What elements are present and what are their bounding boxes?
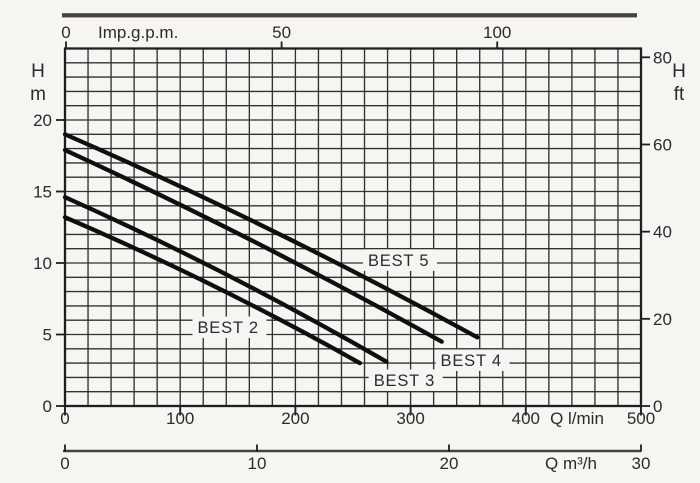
- bottom-axis-tick-label: 0: [60, 409, 69, 428]
- curve-label-box-best-5: [362, 249, 437, 271]
- curve-label-best-3: BEST 3: [374, 372, 435, 390]
- plot-border: [63, 47, 643, 408]
- bottom-axis-tick-label: 100: [166, 409, 194, 428]
- right-axis-unit-label: H: [672, 61, 686, 82]
- right-axis-tick-label: 60: [653, 135, 672, 154]
- m3h-axis-tick-label: 0: [60, 454, 69, 473]
- right-axis-tick-label: 80: [653, 48, 672, 67]
- bottom-axis-tick-label: 200: [281, 409, 309, 428]
- curve-best-5: [62, 132, 480, 340]
- curve-label-best-4: BEST 4: [441, 352, 502, 370]
- right-axis-tick-label: 0: [653, 397, 662, 416]
- top-axis-tick-label: 50: [272, 23, 291, 42]
- left-axis-unit-label: m: [30, 84, 46, 105]
- bottom-axis-unit-label: Q l/min: [550, 409, 604, 428]
- m3h-axis-tick-label: 30: [632, 454, 651, 473]
- left-axis-tick-label: 0: [43, 397, 52, 416]
- right-axis-tick-label: 40: [653, 223, 672, 242]
- top-axis-tick-label: 0: [61, 23, 70, 42]
- top-axis-tick-label: 100: [483, 23, 511, 42]
- left-axis-tick-label: 5: [43, 326, 52, 345]
- m3h-axis-tick-label: 10: [248, 454, 267, 473]
- m3h-axis-tick-label: 20: [440, 454, 459, 473]
- curve-label-best-2: BEST 2: [197, 319, 258, 337]
- left-axis-tick-label: 10: [33, 254, 52, 273]
- bottom-axis-tick-label: 300: [396, 409, 424, 428]
- curve-best-4: [62, 147, 444, 344]
- left-axis-tick-label: 20: [33, 111, 52, 130]
- left-axis-unit-label: H: [31, 61, 45, 82]
- bottom-axis-tick-label: 400: [512, 409, 540, 428]
- m3h-axis-unit-label: Q m³/h: [545, 454, 597, 473]
- curve-label-best-5: BEST 5: [368, 252, 429, 270]
- curve-best-2: [62, 215, 363, 366]
- left-axis-tick-label: 15: [33, 183, 52, 202]
- top-scale-bar: [62, 13, 637, 18]
- bottom-axis-tick-label: 500: [627, 409, 655, 428]
- curve-label-box-best-3: [368, 369, 443, 391]
- right-axis-unit-label: ft: [674, 84, 685, 105]
- curve-best-3: [62, 195, 389, 364]
- top-axis-unit-label: Imp.g.p.m.: [98, 23, 178, 42]
- curve-label-box-best-4: [435, 349, 510, 371]
- curve-label-box-best-2: [192, 316, 267, 339]
- right-axis-tick-label: 20: [653, 310, 672, 329]
